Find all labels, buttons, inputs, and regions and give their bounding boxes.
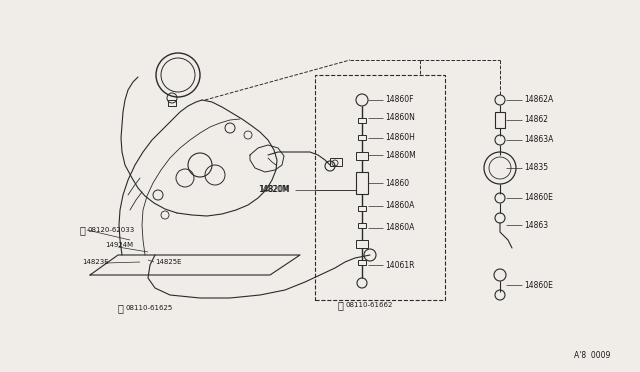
- Text: 14860E: 14860E: [524, 193, 553, 202]
- Bar: [358, 118, 366, 123]
- Text: 14860A: 14860A: [385, 202, 414, 211]
- Text: 14061R: 14061R: [385, 260, 415, 269]
- Text: 14862A: 14862A: [524, 96, 553, 105]
- Text: 14860: 14860: [385, 179, 409, 187]
- Text: 14860H: 14860H: [385, 134, 415, 142]
- Text: 14860F: 14860F: [385, 96, 413, 105]
- Text: 14863A: 14863A: [524, 135, 554, 144]
- Text: 14924M: 14924M: [105, 242, 133, 248]
- Bar: [330, 158, 342, 166]
- Text: 14862: 14862: [524, 115, 548, 125]
- Bar: [358, 206, 366, 211]
- Bar: [358, 223, 366, 228]
- Text: A'8  0009: A'8 0009: [573, 350, 610, 359]
- Bar: [356, 240, 368, 248]
- Bar: [315, 75, 445, 300]
- Text: 14820M: 14820M: [259, 186, 290, 195]
- Text: 14860E: 14860E: [524, 280, 553, 289]
- Text: 14863: 14863: [524, 221, 548, 230]
- Bar: [356, 172, 368, 194]
- Text: 08110-61625: 08110-61625: [126, 305, 173, 311]
- Text: 14860M: 14860M: [385, 151, 416, 160]
- Text: 14823E: 14823E: [82, 259, 109, 265]
- Text: 14860N: 14860N: [385, 113, 415, 122]
- Text: 14835: 14835: [524, 164, 548, 173]
- Text: 08120-62033: 08120-62033: [88, 227, 135, 233]
- Text: 14820M: 14820M: [258, 186, 289, 195]
- Text: Ⓑ: Ⓑ: [79, 225, 85, 235]
- Bar: [495, 112, 505, 128]
- Bar: [358, 135, 366, 140]
- Text: 14825E: 14825E: [155, 259, 182, 265]
- Text: Ⓑ: Ⓑ: [117, 303, 123, 313]
- Text: 08110-61662: 08110-61662: [346, 302, 394, 308]
- Text: 14860A: 14860A: [385, 224, 414, 232]
- Bar: [358, 260, 366, 265]
- Text: Ⓑ: Ⓑ: [337, 300, 343, 310]
- Bar: [356, 152, 368, 160]
- Bar: [168, 100, 176, 106]
